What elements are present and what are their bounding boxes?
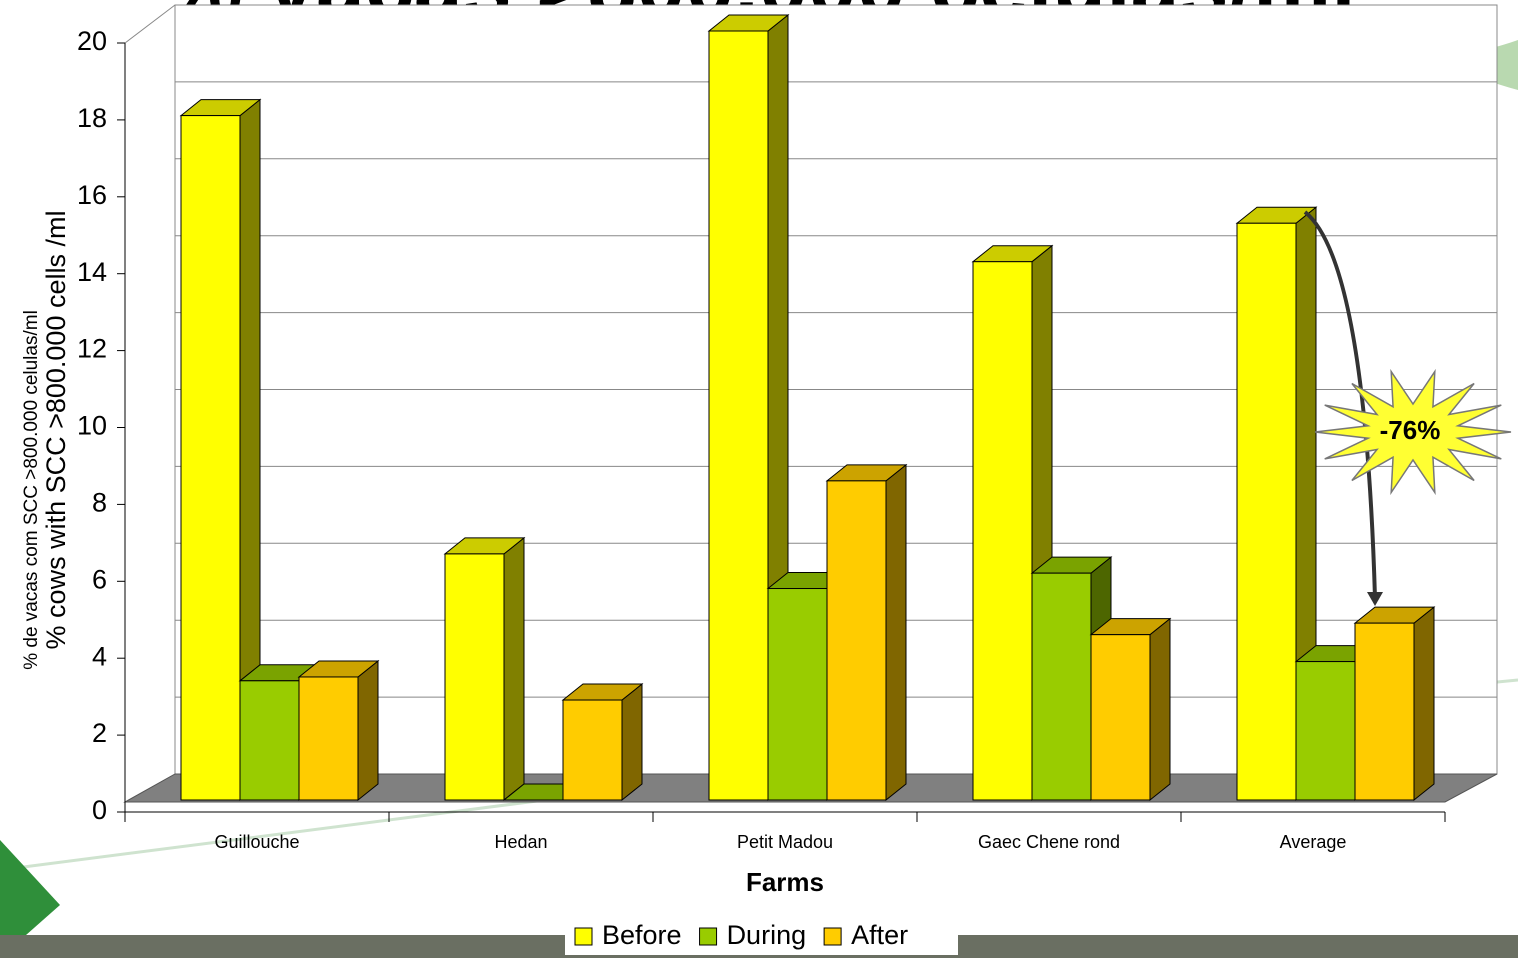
x-tick-label: Hedan: [494, 832, 547, 852]
bar-side: [503, 536, 525, 802]
y-tick-label: 16: [77, 180, 107, 210]
bar: [443, 536, 526, 802]
legend-box: [565, 917, 958, 955]
bar: [179, 98, 262, 802]
bar-front: [1295, 661, 1356, 801]
y-axis-label: % de vacas com SCC >800.000 celulas/ml: [21, 310, 42, 670]
y-axis-label: % cows with SCC >800.000 cells /ml: [41, 211, 71, 650]
x-tick-label: Average: [1280, 832, 1347, 852]
bar: [561, 682, 644, 802]
legend-swatch: [823, 927, 842, 946]
legend-swatch: [574, 927, 593, 946]
bar-front: [298, 676, 359, 801]
bar: [1089, 617, 1172, 802]
x-tick-label: Petit Madou: [737, 832, 833, 852]
y-tick-label: 2: [92, 718, 107, 748]
y-tick-label: 8: [92, 488, 107, 518]
annotation-arrow: [1303, 210, 1377, 599]
bar: [825, 463, 908, 802]
annotation-arrowhead: [1367, 592, 1383, 606]
bar-front: [826, 480, 887, 801]
side-wall: [124, 4, 176, 44]
x-tick-label: Gaec Chene rond: [978, 832, 1120, 852]
bar-side: [621, 682, 643, 802]
legend-swatch: [699, 927, 718, 946]
bg-corner: [0, 840, 60, 958]
bar-front: [239, 680, 300, 801]
starburst: [1314, 368, 1512, 496]
bar: [297, 659, 380, 802]
bar-front: [1090, 634, 1151, 801]
bar-side: [1149, 617, 1171, 802]
x-axis-label: Farms: [746, 867, 824, 897]
bar: [707, 13, 790, 802]
y-tick-label: 12: [77, 334, 107, 364]
legend-label: After: [851, 920, 908, 950]
bar-front: [767, 588, 828, 801]
bar-front: [1236, 222, 1297, 801]
y-tick-label: 14: [77, 257, 107, 287]
x-tick-label: Guillouche: [214, 832, 299, 852]
annotation-label: -76%: [1380, 415, 1441, 445]
legend-label: Before: [602, 920, 682, 950]
bar-front: [972, 261, 1033, 801]
y-tick-label: 0: [92, 795, 107, 825]
bar-front: [562, 699, 623, 801]
bar-side: [1413, 606, 1435, 802]
bar-side: [357, 659, 379, 802]
y-tick-label: 20: [77, 26, 107, 56]
bar-front: [708, 30, 769, 801]
y-tick-label: 6: [92, 564, 107, 594]
y-tick-label: 10: [77, 411, 107, 441]
bar-front: [180, 115, 241, 801]
bar-front: [1354, 622, 1415, 801]
y-tick-label: 4: [92, 641, 107, 671]
legend-label: During: [727, 920, 807, 950]
bar-front: [1031, 572, 1092, 801]
bar-front: [444, 553, 505, 801]
bar: [1353, 606, 1436, 802]
bar-side: [885, 463, 907, 802]
y-tick-label: 18: [77, 103, 107, 133]
